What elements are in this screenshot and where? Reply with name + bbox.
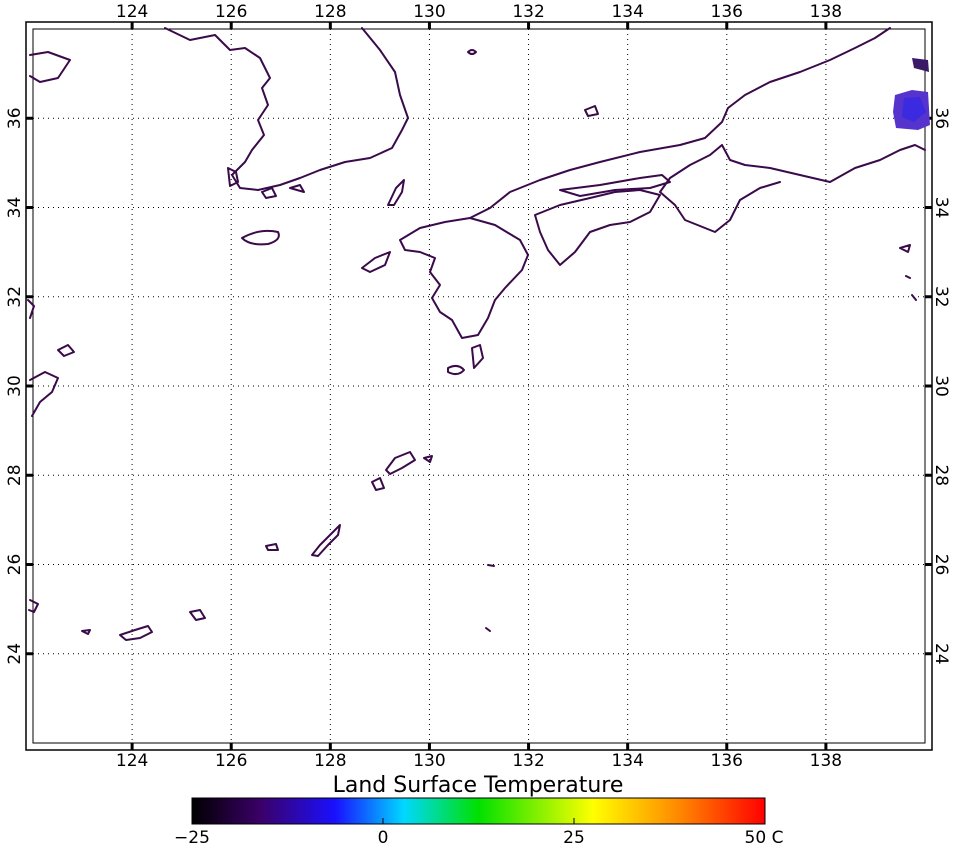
lon-label-bottom-134: 134 [611,751,643,771]
lon-label-top-138: 138 [810,2,842,22]
coast-china [27,51,71,417]
lat-label-right-32: 32 [931,286,951,308]
legend: Land Surface Temperature 0 25 −25 50 C [174,773,783,848]
axis-ticks: 124 124 126 126 128 128 130 130 132 132 134 134 136 1… [5,2,951,771]
coastlines [27,27,926,641]
coast-okinawa [311,524,341,557]
lon-label-top-132: 132 [512,2,544,22]
coast-tsushima [387,179,405,206]
lon-label-bottom-132: 132 [512,751,544,771]
coast-zhoushan [57,344,75,357]
lon-label-top-136: 136 [711,2,743,22]
coast-amami [385,451,416,475]
lat-label-left-28: 28 [5,464,25,486]
lon-label-bottom-138: 138 [810,751,842,771]
lon-label-top-130: 130 [413,2,445,22]
coast-tanegashima [471,344,484,369]
legend-min-label: −25 [174,828,210,848]
coast-seto-inland [559,174,671,197]
lon-label-top-134: 134 [611,2,643,22]
lat-label-left-24: 24 [5,643,25,665]
coast-yonaguni [81,629,91,635]
legend-max-label: 50 C [745,828,784,848]
coast-goto-islands [361,251,391,273]
lon-label-bottom-136: 136 [711,751,743,771]
lat-label-right-36: 36 [931,107,951,129]
lat-label-right-34: 34 [931,197,951,219]
legend-label-25: 25 [563,828,585,848]
coast-korea-islands [227,167,305,199]
coast-kyushu [399,217,529,339]
lat-label-left-32: 32 [5,286,25,308]
coast-taiwan-edge [28,599,39,613]
lat-label-left-26: 26 [5,554,25,576]
lat-label-right-28: 28 [931,464,951,486]
legend-colorbar [191,797,766,825]
coast-takeshima [467,49,477,55]
coast-kerama [265,543,279,551]
lon-label-top-128: 128 [314,2,346,22]
coast-izu [899,244,917,301]
lst-data-patch [893,58,930,130]
coast-yakushima [447,364,465,376]
coast-korea [164,27,409,191]
coast-ishigaki [119,625,153,641]
lat-label-left-34: 34 [5,197,25,219]
legend-label-0: 0 [378,828,389,848]
coast-shikoku [534,189,661,266]
lon-label-bottom-130: 130 [413,751,445,771]
lon-label-top-124: 124 [116,2,148,22]
lon-label-bottom-124: 124 [116,751,148,771]
coast-amami-small [423,455,433,463]
lat-label-right-24: 24 [931,643,951,665]
lon-label-top-126: 126 [215,2,247,22]
lat-label-left-30: 30 [5,375,25,397]
lat-label-right-26: 26 [931,554,951,576]
lat-label-left-36: 36 [5,107,25,129]
lat-label-right-30: 30 [931,375,951,397]
coast-tokunoshima [371,477,385,491]
lon-label-bottom-128: 128 [314,751,346,771]
legend-ticks: 0 25 [378,818,585,848]
coast-daito [485,564,495,632]
coast-miyako [189,609,206,621]
coast-jeju [241,229,280,246]
graticule [33,29,925,743]
legend-title: Land Surface Temperature [333,773,624,798]
coast-honshu [469,27,926,233]
coast-oki [584,105,599,117]
lon-label-bottom-126: 126 [215,751,247,771]
